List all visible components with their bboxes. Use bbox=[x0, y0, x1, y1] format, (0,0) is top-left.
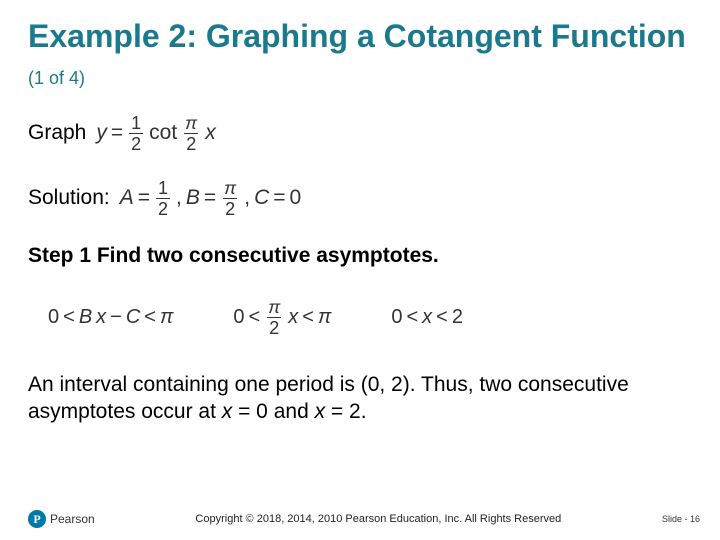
solution-line: Solution: A = 1 2 , B = π 2 , C = 0 bbox=[28, 179, 692, 218]
inequality-3: 0 < x < 2 bbox=[391, 298, 463, 337]
pearson-text: Pearson bbox=[50, 512, 95, 526]
graph-equation: y = 1 2 cot π 2 x bbox=[96, 114, 215, 153]
B-var: B bbox=[186, 186, 200, 210]
A-frac: 1 2 bbox=[156, 179, 170, 218]
graph-line: Graph y = 1 2 cot π 2 x bbox=[28, 114, 692, 153]
inequality-2: 0 < π 2 x < π bbox=[233, 298, 331, 337]
equals-sign: = bbox=[111, 121, 123, 145]
conclusion-text: An interval containing one period is (0,… bbox=[28, 371, 692, 426]
step-heading: Step 1 Find two consecutive asymptotes. bbox=[28, 244, 692, 268]
slide-number: Slide - 16 bbox=[662, 514, 700, 524]
slide-title: Example 2: Graphing a Cotangent Function… bbox=[28, 18, 692, 92]
A-var: A bbox=[120, 186, 134, 210]
C-var: C bbox=[254, 186, 269, 210]
var-y: y bbox=[96, 121, 107, 145]
ineq2-frac: π 2 bbox=[266, 298, 282, 337]
title-sub: (1 of 4) bbox=[28, 68, 85, 88]
func-cot: cot bbox=[149, 121, 177, 145]
graph-label: Graph bbox=[28, 121, 86, 145]
title-main: Example 2: Graphing a Cotangent Function bbox=[28, 18, 686, 54]
inequality-row: 0 < Bx − C < π 0 < π 2 x < π 0 < x < 2 bbox=[48, 298, 692, 337]
B-frac: π 2 bbox=[222, 179, 238, 218]
slide-footer: P Pearson Copyright © 2018, 2014, 2010 P… bbox=[28, 510, 700, 528]
coef-frac: 1 2 bbox=[129, 114, 143, 153]
solution-equation: A = 1 2 , B = π 2 , C = 0 bbox=[120, 179, 301, 218]
inequality-1: 0 < Bx − C < π bbox=[48, 298, 173, 337]
C-val: 0 bbox=[290, 186, 302, 210]
copyright-text: Copyright © 2018, 2014, 2010 Pearson Edu… bbox=[95, 513, 662, 525]
pearson-p-icon: P bbox=[28, 510, 46, 528]
pearson-logo: P Pearson bbox=[28, 510, 95, 528]
inner-frac: π 2 bbox=[183, 114, 199, 153]
solution-label: Solution: bbox=[28, 186, 110, 210]
var-x: x bbox=[205, 121, 216, 145]
